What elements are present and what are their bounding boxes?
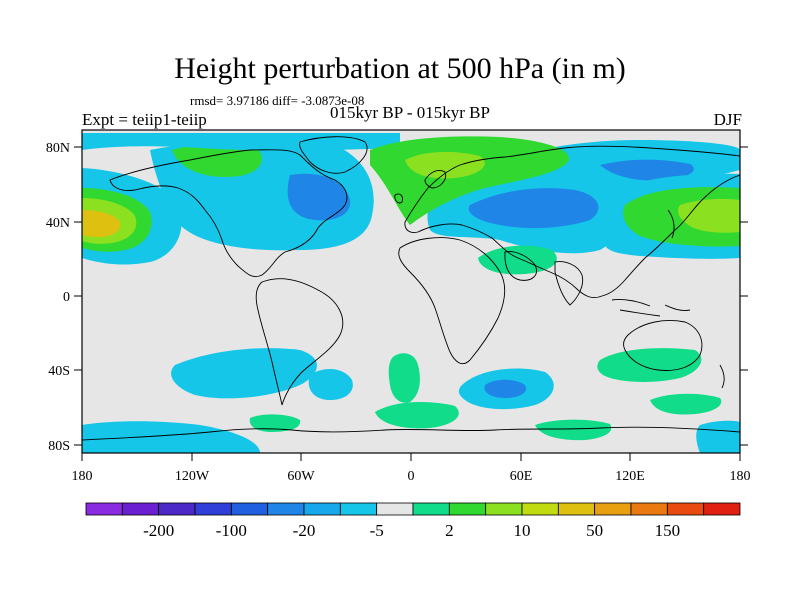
colorbar-box — [376, 502, 414, 516]
lon-label: 180 — [72, 469, 93, 484]
lon-label: 60E — [510, 469, 533, 484]
colorbar-box — [339, 502, 378, 516]
lat-label: 0 — [63, 290, 70, 305]
coastline-north-america — [109, 149, 348, 277]
colorbar-label: -5 — [370, 521, 384, 540]
colorbar-box — [194, 502, 232, 516]
anomaly-light-blue — [696, 420, 740, 453]
period-label: 015kyr BP - 015kyr BP — [330, 103, 490, 122]
coastline-eurasia — [404, 145, 740, 299]
anomaly-aqua-green — [535, 419, 612, 441]
anomaly-aqua-green — [597, 348, 702, 382]
coastline-antarctica — [82, 426, 740, 441]
lat-label: 80N — [46, 141, 70, 156]
coastline-british-isles — [394, 193, 403, 204]
colorbar: -200 -100 -20 -5 2 10 50 150 — [85, 502, 741, 540]
lat-label: 40S — [48, 364, 70, 379]
anomaly-yellow — [82, 210, 121, 237]
anomaly-light-blue — [82, 421, 260, 453]
anomaly-aqua-green — [388, 353, 420, 403]
colorbar-label: 2 — [445, 521, 454, 540]
coastline-africa — [398, 237, 506, 365]
map-title: Height perturbation at 500 hPa (in m) — [174, 52, 626, 85]
colorbar-box — [557, 502, 596, 516]
coastline-arabia — [504, 251, 537, 281]
colorbar-box — [85, 502, 123, 516]
colorbar-box — [267, 502, 305, 516]
anomaly-lime — [405, 151, 485, 179]
colorbar-label: -100 — [216, 521, 247, 540]
anomaly-field — [82, 130, 740, 453]
lat-label: 80S — [48, 439, 70, 454]
lat-axis: 80N 40N 0 40S 80S — [46, 141, 748, 454]
colorbar-box — [230, 502, 269, 516]
lat-label: 40N — [46, 216, 70, 231]
colorbar-box — [521, 502, 559, 516]
coastline-south-america — [255, 278, 344, 406]
anomaly-mid-blue — [600, 159, 694, 181]
anomaly-aqua-green — [375, 402, 459, 429]
anomaly-aqua-green — [650, 393, 722, 415]
colorbar-label: 10 — [514, 521, 531, 540]
lon-axis: 180 120W 60W 0 60E 120E 180 — [72, 453, 751, 484]
experiment-label: Expt = teiip1-teiip — [82, 110, 207, 129]
season-label: DJF — [713, 110, 742, 129]
colorbar-label: -200 — [143, 521, 174, 540]
anomaly-aqua-green — [478, 245, 557, 275]
stats-line: rmsd= 3.97186 diff= -3.0873e-08 — [190, 93, 365, 108]
lon-label: 0 — [408, 469, 415, 484]
coastlines — [82, 136, 740, 441]
lon-label: 120W — [175, 469, 210, 484]
colorbar-box — [594, 502, 632, 516]
anomaly-mid-blue — [468, 188, 599, 229]
anomaly-mid-blue — [484, 379, 527, 398]
colorbar-label: 50 — [586, 521, 603, 540]
coastline-new-zealand — [719, 364, 725, 389]
colorbar-box — [703, 502, 741, 516]
coastline-scandinavia — [424, 169, 447, 189]
coastline-australia — [623, 320, 703, 371]
colorbar-box — [303, 502, 341, 516]
colorbar-box — [485, 502, 523, 516]
lon-label: 180 — [730, 469, 751, 484]
lon-label: 60W — [287, 469, 315, 484]
colorbar-label: -20 — [293, 521, 316, 540]
coastline-japan — [667, 209, 675, 239]
colorbar-box — [158, 502, 196, 516]
anomaly-lime — [678, 198, 740, 233]
anomaly-light-blue — [308, 368, 353, 400]
coastline-indonesia — [611, 299, 691, 317]
colorbar-box — [121, 502, 160, 516]
lon-label: 120E — [615, 469, 645, 484]
colorbar-box — [412, 502, 450, 516]
colorbar-box — [630, 502, 668, 516]
colorbar-box — [666, 502, 705, 516]
coastline-greenland — [299, 136, 368, 174]
coastline-india — [554, 261, 584, 306]
anomaly-mid-blue — [287, 173, 351, 221]
anomaly-light-blue — [171, 348, 317, 399]
colorbar-label: 150 — [655, 521, 681, 540]
anomaly-aqua-green — [249, 414, 301, 432]
colorbar-box — [448, 502, 487, 516]
